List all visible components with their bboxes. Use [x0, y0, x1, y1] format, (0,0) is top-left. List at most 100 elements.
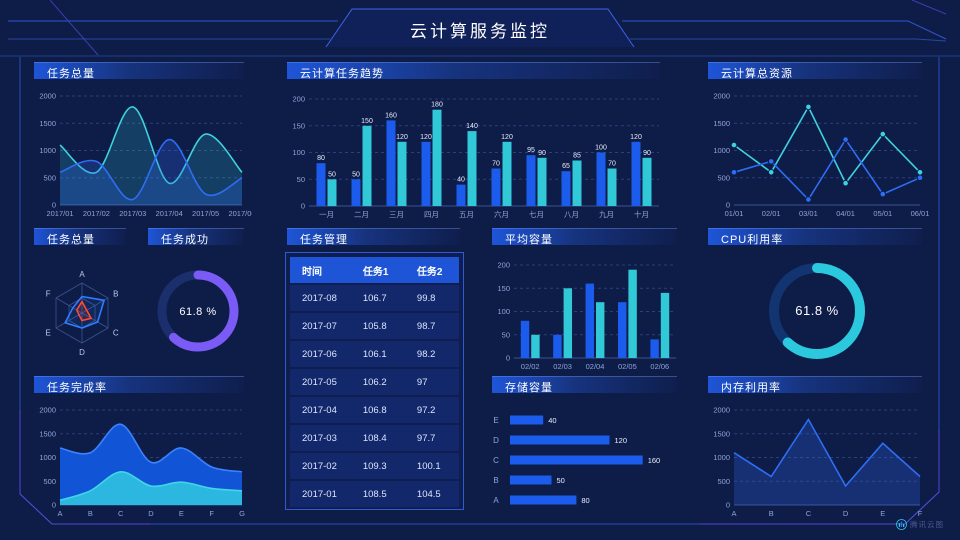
svg-text:1500: 1500 — [39, 119, 56, 128]
svg-text:90: 90 — [538, 150, 546, 157]
svg-text:A: A — [57, 509, 62, 518]
table-cell: 98.7 — [416, 320, 436, 332]
svg-text:150: 150 — [361, 118, 373, 125]
page-title: 云计算服务监控 — [410, 22, 550, 41]
svg-text:200: 200 — [497, 261, 510, 270]
svg-text:0: 0 — [726, 501, 730, 510]
svg-text:1000: 1000 — [39, 453, 56, 462]
tasks-radar-chart: A B C D E F — [30, 250, 134, 372]
table-cell: 97.2 — [416, 404, 436, 416]
memory-usage-line-chart: 0 500 1000 1500 2000 A B C D E F — [704, 398, 930, 520]
logo-icon — [896, 519, 907, 530]
table-cell: 106.8 — [362, 404, 387, 416]
table-row: 2017-01 108.5 104.5 — [290, 481, 459, 507]
svg-text:200: 200 — [292, 95, 305, 104]
svg-text:2017/06: 2017/06 — [228, 209, 252, 218]
svg-text:65: 65 — [562, 163, 570, 170]
table-cell: 99.8 — [416, 292, 436, 304]
task-success-gauge: 61.8 % — [144, 250, 252, 372]
svg-text:四月: 四月 — [424, 210, 439, 219]
table-row: 2017-07 105.8 98.7 — [290, 313, 459, 339]
svg-text:160: 160 — [385, 112, 397, 119]
svg-text:1500: 1500 — [713, 429, 730, 438]
svg-text:95: 95 — [527, 147, 535, 154]
svg-text:150: 150 — [497, 284, 510, 293]
svg-text:C: C — [493, 456, 499, 465]
svg-text:05/01: 05/01 — [873, 209, 892, 218]
table-header-row: 时间 任务1 任务2 — [290, 257, 459, 283]
svg-text:100: 100 — [292, 148, 305, 157]
svg-text:180: 180 — [431, 102, 443, 109]
svg-text:80: 80 — [581, 496, 589, 505]
panel-tasks-total: 任务总量 0 500 1000 1500 2000 2017/01 2017/02 2017/… — [30, 60, 256, 220]
table-cell: 106.1 — [362, 348, 387, 360]
svg-text:1500: 1500 — [39, 429, 56, 438]
svg-text:0: 0 — [506, 354, 510, 363]
svg-text:160: 160 — [648, 456, 661, 465]
svg-text:02/05: 02/05 — [618, 362, 637, 371]
table-cell: 2017-08 — [302, 292, 337, 304]
table-cell: 2017-05 — [302, 376, 337, 388]
task-completion-area-chart: 0 500 1000 1500 2000 A B C D E F G — [30, 398, 252, 520]
svg-text:61.8 %: 61.8 % — [179, 306, 216, 318]
svg-text:04/01: 04/01 — [836, 209, 855, 218]
svg-text:40: 40 — [457, 177, 465, 184]
svg-text:120: 120 — [630, 134, 642, 141]
svg-text:2017/05: 2017/05 — [192, 209, 219, 218]
svg-text:B: B — [113, 290, 118, 299]
panel-title-task-trend: 云计算任务趋势 — [287, 62, 660, 80]
svg-text:九月: 九月 — [599, 210, 614, 219]
svg-text:02/04: 02/04 — [586, 362, 605, 371]
svg-text:02/03: 02/03 — [553, 362, 572, 371]
svg-text:C: C — [806, 509, 812, 518]
panel-title-tasks-total: 任务总量 — [34, 62, 244, 80]
task-table: 时间 任务1 任务2 2017-08 106.7 99.8 2017-07 105.8 98.7… — [285, 252, 464, 510]
svg-text:50: 50 — [502, 330, 510, 339]
table-row: 2017-05 106.2 97 — [290, 369, 459, 395]
svg-text:1500: 1500 — [713, 119, 730, 128]
svg-text:90: 90 — [643, 150, 651, 157]
task-trend-bar-chart: 0 50 100 150 200 一月 二月 三月 四月 五月 六月 七月 八月 九月 十月 80 50 160 1… — [283, 84, 668, 220]
svg-text:140: 140 — [466, 123, 478, 130]
table-cell: 105.8 — [362, 320, 387, 332]
svg-text:2017/02: 2017/02 — [83, 209, 110, 218]
table-cell: 108.4 — [362, 432, 387, 444]
total-resources-line-chart: 0 500 1000 1500 2000 01/01 02/01 03/01 04/01 05/0… — [704, 84, 930, 220]
table-cell: 2017-03 — [302, 432, 337, 444]
svg-text:2000: 2000 — [713, 92, 730, 101]
avg-capacity-bar-chart: 0 50 100 150 200 02/02 02/03 02/04 02/05 02/06 — [488, 250, 685, 372]
table-cell: 97 — [416, 376, 428, 388]
svg-text:85: 85 — [573, 153, 581, 160]
panel-title-total-resources: 云计算总资源 — [708, 62, 922, 80]
cpu-usage-gauge: 61.8 % — [704, 250, 930, 372]
svg-text:E: E — [46, 329, 51, 338]
svg-text:1000: 1000 — [39, 146, 56, 155]
svg-text:2017/04: 2017/04 — [156, 209, 183, 218]
table-cell: 2017-01 — [302, 488, 337, 500]
table-cell: 106.7 — [362, 292, 387, 304]
storage-capacity-hbar-chart: E 40 D 120 C 160 B 50 A 80 — [488, 398, 685, 520]
table-row: 2017-03 108.4 97.7 — [290, 425, 459, 451]
table-row: 2017-08 106.7 99.8 — [290, 285, 459, 311]
panel-total-resources: 云计算总资源 0 500 1000 1500 2000 01/01 02/01 03/01 04… — [704, 60, 930, 220]
svg-text:120: 120 — [501, 134, 513, 141]
svg-text:B: B — [88, 509, 93, 518]
panel-memory-usage: 内存利用率 0 500 1000 1500 2000 A B C D E F — [704, 374, 930, 520]
svg-text:100: 100 — [497, 307, 510, 316]
table-row: 2017-02 109.3 100.1 — [290, 453, 459, 479]
logo-text: 腾讯云图 — [910, 520, 944, 529]
panel-title-task-completion: 任务完成率 — [34, 376, 244, 394]
panel-task-trend: 云计算任务趋势 0 50 100 150 200 一月 二月 三月 四月 五月 六月 七月 八月 九月 十月… — [283, 60, 668, 220]
svg-text:G: G — [239, 509, 245, 518]
svg-text:E: E — [179, 509, 184, 518]
panel-title-avg-capacity: 平均容量 — [492, 228, 677, 246]
svg-text:120: 120 — [615, 436, 628, 445]
tencent-cloud-logo[interactable]: 腾讯云图 — [896, 519, 944, 530]
svg-text:E: E — [493, 416, 498, 425]
panel-title-task-success: 任务成功 — [148, 228, 244, 246]
panel-task-success: 任务成功 61.8 % — [144, 226, 252, 372]
svg-text:六月: 六月 — [494, 209, 509, 219]
panel-storage-capacity: 存储容量 E 40 D 120 C 160 B 50 A 80 — [488, 374, 685, 520]
table-cell: 100.1 — [416, 460, 441, 472]
svg-text:F: F — [918, 509, 923, 518]
